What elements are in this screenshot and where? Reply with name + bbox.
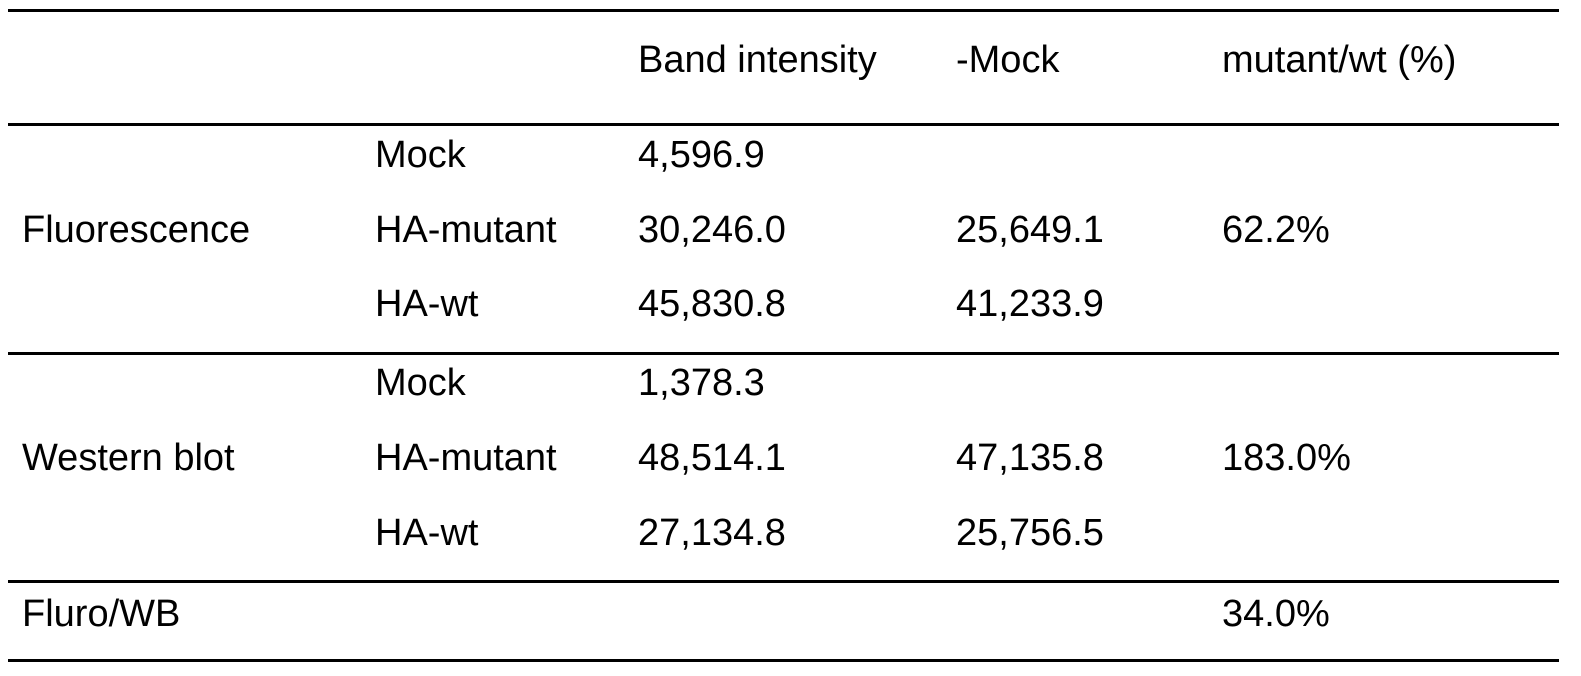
footer-rule <box>8 580 1559 583</box>
band-intensity-cell: 30,246.0 <box>638 209 786 251</box>
footer-label: Fluro/WB <box>22 593 181 635</box>
sample-cell: HA-mutant <box>375 209 557 251</box>
minus-mock-cell: 41,233.9 <box>956 283 1104 325</box>
minus-mock-cell: 25,756.5 <box>956 512 1104 554</box>
bottom-rule <box>8 659 1559 662</box>
band-intensity-cell: 4,596.9 <box>638 134 765 176</box>
sample-cell: HA-wt <box>375 283 479 325</box>
sample-cell: HA-wt <box>375 512 479 554</box>
sample-cell: Mock <box>375 362 466 404</box>
header-rule <box>8 123 1559 126</box>
header-mutant-wt: mutant/wt (%) <box>1222 39 1457 81</box>
minus-mock-cell: 47,135.8 <box>956 437 1104 479</box>
group-ratio: 62.2% <box>1222 209 1330 251</box>
header-band-intensity: Band intensity <box>638 39 877 81</box>
band-intensity-cell: 1,378.3 <box>638 362 765 404</box>
group-label: Fluorescence <box>22 209 251 251</box>
group-divider-rule <box>8 352 1559 355</box>
group-ratio: 183.0% <box>1222 437 1351 479</box>
band-intensity-cell: 45,830.8 <box>638 283 786 325</box>
sample-cell: HA-mutant <box>375 437 557 479</box>
group-label: Western blot <box>22 437 235 479</box>
footer-ratio: 34.0% <box>1222 593 1330 635</box>
sample-cell: Mock <box>375 134 466 176</box>
header-minus-mock: -Mock <box>956 39 1060 81</box>
band-intensity-cell: 27,134.8 <box>638 512 786 554</box>
minus-mock-cell: 25,649.1 <box>956 209 1104 251</box>
band-intensity-cell: 48,514.1 <box>638 437 786 479</box>
top-rule <box>8 9 1559 12</box>
